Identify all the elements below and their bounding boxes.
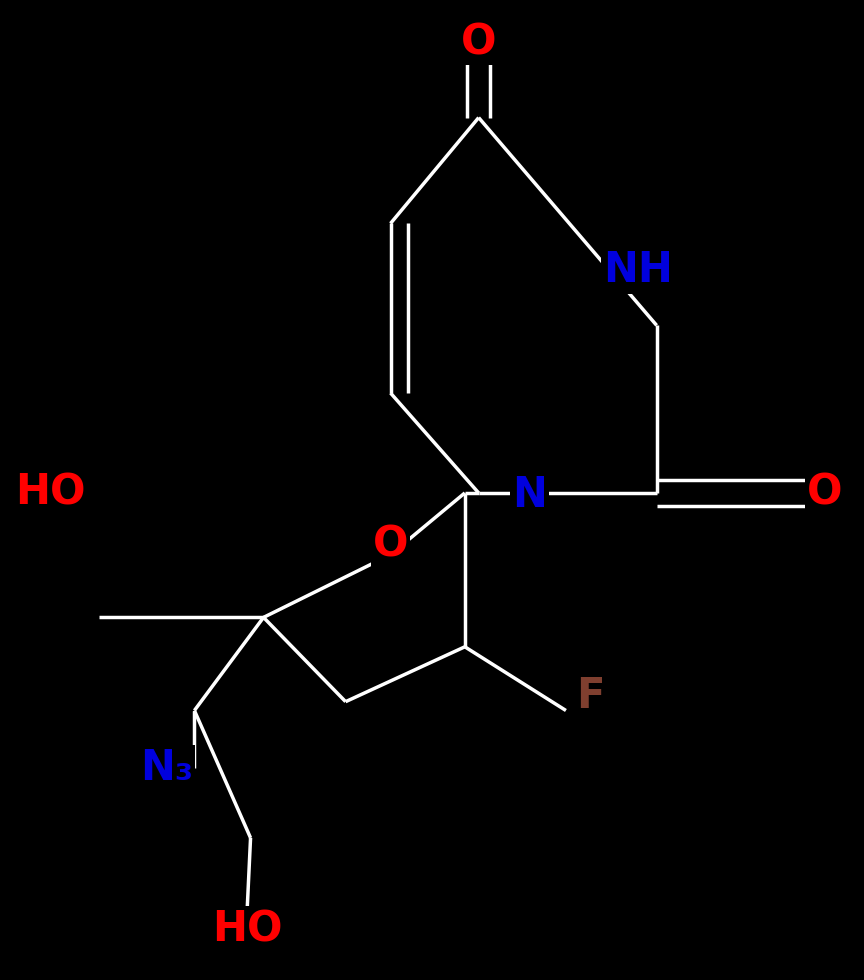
Text: HO: HO	[15, 472, 86, 514]
Text: F: F	[576, 675, 604, 716]
Text: O: O	[372, 524, 409, 565]
Text: O: O	[807, 472, 843, 514]
Text: HO: HO	[212, 908, 283, 950]
Text: O: O	[461, 22, 497, 63]
Text: N₃: N₃	[140, 748, 194, 789]
Text: NH: NH	[603, 250, 672, 291]
Text: N: N	[512, 474, 547, 515]
